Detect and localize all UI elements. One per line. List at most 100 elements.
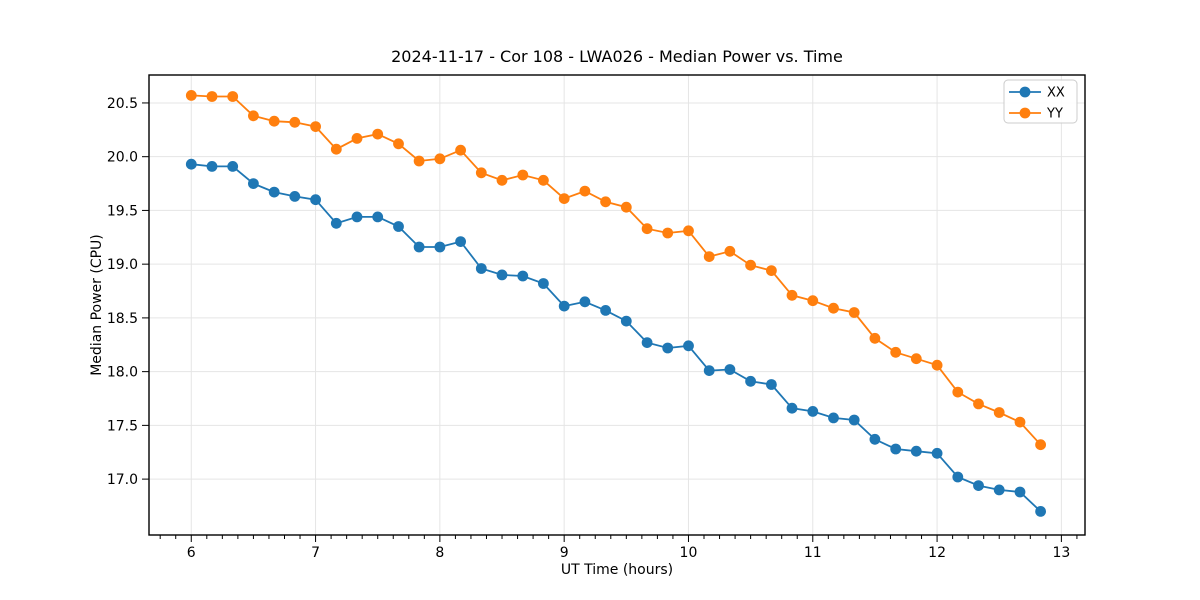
series-XX-point: [683, 340, 694, 352]
x-tick-label: 12: [928, 545, 946, 561]
series-XX-point: [703, 365, 715, 376]
y-tick-label: 18.5: [107, 311, 138, 327]
series-YY-point: [330, 143, 342, 155]
series-YY-line: [191, 94, 1042, 446]
series-XX-point: [351, 211, 363, 223]
x-tick-label: 9: [560, 545, 569, 561]
series-YY-point: [393, 138, 404, 150]
series-YY-point: [890, 346, 902, 358]
series-YY-point: [268, 115, 280, 127]
series-YY-point: [517, 169, 529, 181]
x-axis-label: UT Time (hours): [560, 562, 674, 578]
series-YY-point: [455, 144, 466, 156]
series-XX-point: [766, 379, 777, 390]
series-YY-point: [475, 167, 487, 179]
series-XX-point: [289, 191, 301, 202]
chart-title: 2024-11-17 - Cor 108 - LWA026 - Median P…: [391, 47, 843, 66]
series-XX-point: [620, 315, 632, 327]
series-YY-point: [620, 201, 632, 213]
series-XX-point: [248, 178, 259, 190]
series-XX-point: [517, 270, 529, 282]
series-YY-point: [807, 295, 819, 307]
series-XX-point: [828, 412, 839, 424]
x-tick-label: 13: [1052, 545, 1070, 561]
series-XX-point: [558, 300, 570, 312]
plot-border: [148, 74, 1086, 536]
legend-label-XX: XX: [1047, 86, 1065, 101]
y-axis-label: Median Power (CPU): [89, 234, 105, 376]
x-tick-label: 7: [311, 545, 320, 561]
series-YY-point: [1035, 439, 1046, 451]
series-YY-point: [185, 90, 197, 101]
series-YY-point: [579, 185, 591, 197]
series-XX-point: [413, 241, 425, 253]
y-tick-label: 18.0: [107, 365, 138, 381]
series-YY-point: [206, 91, 218, 102]
series-YY-point: [372, 128, 384, 140]
series-YY-point: [786, 289, 798, 301]
series-XX-point: [434, 241, 446, 253]
series-XX-point: [268, 186, 280, 198]
series-XX-point: [1014, 486, 1026, 498]
series-YY-point: [952, 386, 964, 398]
series-XX-line: [191, 163, 1042, 513]
series-XX-point: [662, 342, 674, 354]
x-tick-label: 8: [435, 545, 444, 561]
series-XX-point: [372, 211, 384, 223]
series-XX-point: [641, 337, 653, 348]
series-XX-point: [496, 269, 508, 281]
series-YY-point: [641, 223, 653, 235]
x-tick-label: 10: [680, 545, 698, 561]
series-XX-point: [848, 414, 860, 426]
y-tick-label: 20.5: [107, 96, 138, 112]
series-YY-point: [310, 121, 321, 132]
y-tick-label: 17.5: [107, 418, 138, 434]
series-YY-point: [931, 359, 943, 371]
series-XX-point: [310, 194, 321, 206]
series-YY-point: [538, 174, 549, 186]
legend-marker-YY: [1019, 107, 1031, 119]
series-XX-point: [227, 161, 239, 172]
legend-marker-XX: [1019, 86, 1031, 98]
tick-labels: 6 7 8 9 10 11 12 13 17.0 17.5 18.0 18.5 19.0 19.5 20.0…: [107, 96, 1070, 561]
series-YY-point: [993, 407, 1005, 418]
series-YY-point: [662, 227, 674, 239]
series-XX-point: [993, 484, 1005, 496]
series-YY-point: [683, 225, 694, 237]
series-YY-point: [848, 307, 860, 318]
series-XX-point: [910, 445, 922, 457]
series-YY-point: [227, 91, 239, 102]
series-YY-point: [600, 196, 611, 208]
series-XX-point: [745, 375, 756, 387]
series-YY-point: [869, 332, 881, 344]
series-YY-point: [910, 353, 922, 365]
series-XX-point: [931, 447, 943, 459]
series-XX-point: [869, 433, 881, 445]
series-YY-point: [434, 153, 446, 165]
series-XX-point: [393, 221, 404, 232]
series-YY-point: [828, 302, 839, 314]
series-XX-point: [579, 296, 591, 308]
series-XX-point: [786, 402, 798, 414]
series-XX-point: [600, 305, 611, 316]
series-XX-point: [807, 406, 819, 417]
series-YY-point: [766, 265, 777, 276]
series-YY-point: [496, 174, 508, 186]
grid: [149, 75, 1085, 535]
series-YY-point: [289, 116, 301, 128]
y-tick-label: 19.0: [107, 257, 138, 273]
series-YY-point: [558, 193, 570, 205]
series-XX-point: [475, 263, 487, 274]
series-XX-point: [206, 161, 218, 172]
legend: XX YY: [1003, 79, 1078, 124]
y-tick-label: 17.0: [107, 472, 138, 488]
series-YY-point: [1014, 416, 1026, 428]
series-XX-point: [890, 443, 902, 455]
series-YY-point: [351, 133, 363, 144]
legend-label-YY: YY: [1046, 107, 1063, 122]
series-XX-point: [973, 480, 984, 491]
x-tick-label: 6: [187, 545, 196, 561]
series-XX-point: [455, 236, 466, 248]
